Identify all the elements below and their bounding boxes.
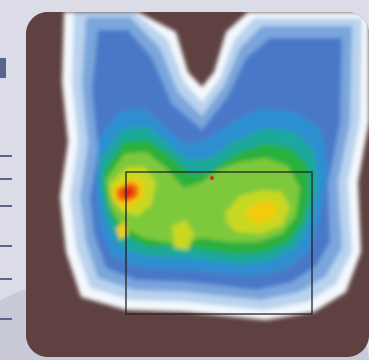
accent-line (0, 278, 12, 280)
accent-line (0, 318, 12, 320)
accent-line (0, 178, 12, 180)
heat-contour-12 (122, 187, 134, 197)
center-marker (210, 176, 214, 180)
pressure-heatmap (26, 12, 369, 357)
heat-contour-9c (172, 220, 194, 250)
accent-line (0, 205, 12, 207)
heat-contour-10b (246, 200, 278, 224)
selection-box (125, 171, 313, 315)
accent-bar (0, 58, 6, 78)
accent-line (0, 155, 12, 157)
accent-line (0, 245, 12, 247)
heat-contour-10c (116, 222, 128, 240)
heatmap-frame (26, 12, 369, 357)
